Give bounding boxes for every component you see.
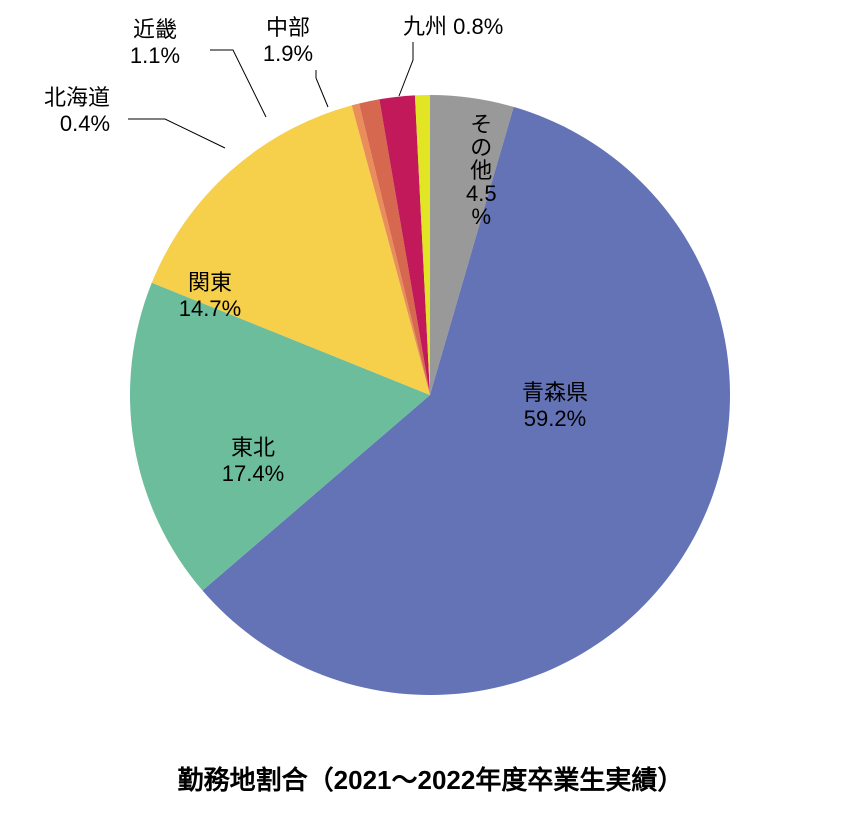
slice-label-aomori-name: 青森県 (485, 380, 625, 406)
sonota-char: そ (470, 113, 492, 136)
slice-label-hokkaido-name: 北海道 (44, 85, 110, 111)
slice-label-tohoku-pct: 17.4% (183, 461, 323, 487)
slice-label-kyushu: 九州 0.8% (403, 14, 503, 40)
slice-label-kyushu-text: 九州 0.8% (403, 14, 503, 39)
sonota-char: % (472, 205, 492, 228)
slice-label-chubu-pct: 1.9% (238, 41, 338, 67)
slice-label-kanto: 関東 14.7% (140, 270, 280, 323)
slice-label-kinki-pct: 1.1% (105, 43, 205, 69)
sonota-char: 4.5 (466, 182, 497, 205)
slice-label-hokkaido: 北海道 0.4% (44, 85, 110, 138)
slice-label-kinki-name: 近畿 (105, 17, 205, 43)
sonota-char: の (470, 136, 492, 159)
slice-label-tohoku: 東北 17.4% (183, 435, 323, 488)
pie-chart-svg (0, 0, 861, 813)
slice-label-kanto-pct: 14.7% (140, 296, 280, 322)
slice-label-aomori-pct: 59.2% (485, 406, 625, 432)
slice-label-aomori: 青森県 59.2% (485, 380, 625, 433)
leader-line (128, 119, 225, 148)
slice-label-chubu-name: 中部 (238, 15, 338, 41)
chart-caption: 勤務地割合（2021～2022年度卒業生実績） (0, 760, 861, 797)
sonota-char: 他 (470, 159, 492, 182)
pie-chart-container: 青森県 59.2% 東北 17.4% 関東 14.7% その他4.5% 北海道 … (0, 0, 861, 813)
leader-line (399, 42, 413, 96)
slice-label-kanto-name: 関東 (140, 270, 280, 296)
slice-label-kinki: 近畿 1.1% (105, 17, 205, 70)
slice-label-tohoku-name: 東北 (183, 435, 323, 461)
slice-label-sonota: その他4.5% (466, 113, 497, 228)
slice-label-chubu: 中部 1.9% (238, 15, 338, 68)
slice-label-hokkaido-pct: 0.4% (44, 111, 110, 137)
leader-line (316, 70, 328, 107)
